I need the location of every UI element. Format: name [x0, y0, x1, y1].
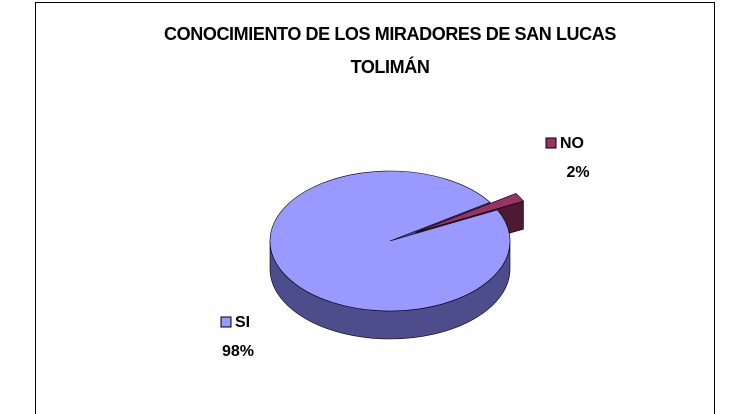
pie-slice [269, 170, 511, 312]
category-label: NO [560, 135, 584, 152]
chart-title: CONOCIMIENTO DE LOS MIRADORES DE SAN LUC… [164, 24, 616, 77]
legend-swatch [545, 137, 557, 149]
category-label: SI [235, 314, 250, 331]
value-label: 2% [566, 164, 589, 181]
value-label: 98% [222, 343, 254, 360]
legend-swatch [220, 316, 232, 328]
pie-slice [415, 193, 524, 233]
